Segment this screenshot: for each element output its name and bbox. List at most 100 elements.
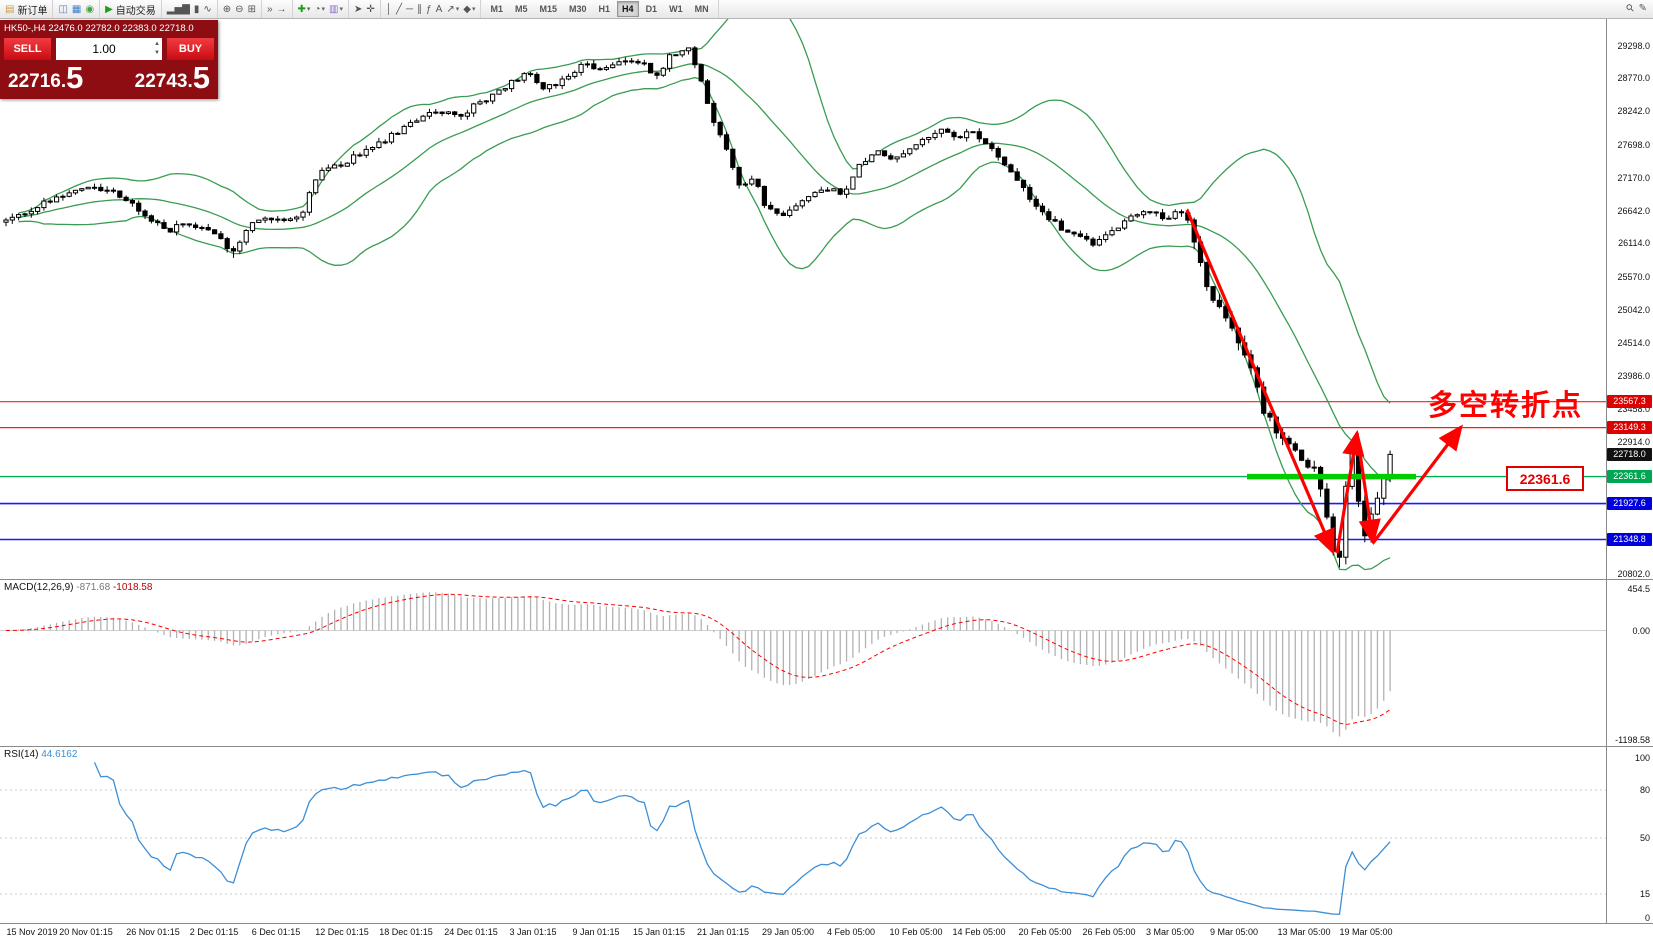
time-axis[interactable]: 15 Nov 2019 20 Nov 01:15 26 Nov 01:15 2 Dec… xyxy=(0,924,1606,942)
time-tick: 15 Nov 2019 xyxy=(6,927,58,937)
periodicity-button[interactable]: ◔ ▾ xyxy=(312,2,327,17)
macd-scale-tick: 0.00 xyxy=(1632,625,1650,636)
trend-arrow-3[interactable] xyxy=(1355,432,1381,546)
rsi-pane[interactable] xyxy=(0,747,1606,923)
zoom-out-icon: ⊖ xyxy=(235,3,244,15)
trend-arrow-2[interactable] xyxy=(1335,429,1365,554)
timeframe-d1-button[interactable]: D1 xyxy=(645,4,658,14)
trendline-button[interactable]: ╱ xyxy=(394,2,404,17)
timeframe-m1-button[interactable]: M1 xyxy=(490,4,503,14)
pane-divider-macd[interactable] xyxy=(0,579,1653,580)
time-tick: 18 Dec 01:15 xyxy=(379,927,433,937)
timeframe-h1-button[interactable]: H1 xyxy=(598,4,611,14)
volume-input[interactable] xyxy=(56,37,162,61)
quick-edit-button[interactable]: ✎ xyxy=(1637,1,1649,16)
timeframe-m5-button[interactable]: M5 xyxy=(514,4,528,14)
timeframe-group: M1 M5 M15 M30 H1 H4 D1 W1 MN xyxy=(481,0,719,18)
new-order-button[interactable]: ▤ 新订单 xyxy=(3,2,49,17)
equidistant-channel-button[interactable]: ∥ xyxy=(415,2,424,17)
auto-trading-button[interactable]: ▶ 自动交易 xyxy=(103,2,158,17)
one-click-trading-panel: HK50-,H4 22476.0 22782.0 22383.0 22718.0… xyxy=(0,20,218,100)
time-tick: 12 Dec 01:15 xyxy=(315,927,369,937)
timeframe-m30-button[interactable]: M30 xyxy=(569,4,587,14)
bar-chart-icon: ▂▅▇ xyxy=(166,3,190,15)
tile-windows-button[interactable]: ⊞ xyxy=(246,2,258,17)
spinner-down-icon[interactable]: ▼ xyxy=(154,50,160,56)
time-tick: 29 Jan 05:00 xyxy=(761,927,815,937)
time-tick: 26 Feb 05:00 xyxy=(1082,927,1136,937)
candlesticks xyxy=(3,46,1393,568)
auto-trading-icon: ▶ xyxy=(105,3,113,15)
price-axis[interactable]: 29298.0 28770.0 28242.0 27698.0 27170.0 26642… xyxy=(1607,18,1653,924)
timeframe-w1-button[interactable]: W1 xyxy=(669,4,683,14)
chart-annotation-text[interactable]: 多空转折点 xyxy=(1428,390,1584,422)
spinner-up-icon[interactable]: ▲ xyxy=(154,41,160,47)
rsi-name: RSI(14) xyxy=(4,749,39,760)
chevron-down-icon: ▾ xyxy=(306,6,311,13)
chevron-down-icon: ▾ xyxy=(339,6,343,13)
market-watch-button[interactable]: ▦ xyxy=(70,2,83,17)
toolbar-group: ▤ 新订单 xyxy=(0,0,54,18)
shapes-button[interactable]: ◆ ▾ xyxy=(461,2,477,17)
macd-scale-tick: -1198.58 xyxy=(1615,735,1650,745)
text-label-button[interactable]: A xyxy=(434,2,445,17)
sell-button[interactable]: SELL xyxy=(4,38,51,60)
macd-signal-line xyxy=(5,593,1391,726)
chart-window-button[interactable]: ◫ xyxy=(56,2,69,17)
time-tick: 6 Dec 01:15 xyxy=(251,927,301,937)
time-tick: 24 Dec 01:15 xyxy=(444,927,498,937)
new-order-icon: ▤ xyxy=(5,3,15,15)
auto-trading-label: 自动交易 xyxy=(115,5,156,17)
price-tick: 22914.0 xyxy=(1617,437,1650,448)
arrow-tool-button[interactable]: ↗ ▾ xyxy=(444,2,461,17)
zoom-out-button[interactable]: ⊖ xyxy=(233,2,245,17)
time-tick: 3 Jan 01:15 xyxy=(509,927,557,937)
macd-pane[interactable] xyxy=(0,580,1606,746)
navigator-button[interactable]: ◉ xyxy=(83,2,96,17)
market-watch-icon: ▦ xyxy=(71,3,82,15)
main-chart[interactable] xyxy=(0,18,1653,579)
time-tick: 4 Feb 05:00 xyxy=(826,927,876,937)
volume-field: ▲ ▼ xyxy=(56,37,162,61)
rsi-scale-tick: 80 xyxy=(1639,785,1650,795)
bollinger-middle-band xyxy=(18,62,1391,482)
templates-button[interactable]: ▥ ▾ xyxy=(327,2,345,17)
trend-arrow-1[interactable] xyxy=(1185,209,1335,555)
zoom-in-button[interactable]: ⊕ xyxy=(221,2,233,17)
crosshair-button[interactable]: ✛ xyxy=(364,2,376,17)
new-order-label: 新订单 xyxy=(17,5,48,17)
timeframe-m15-button[interactable]: M15 xyxy=(539,4,558,14)
bar-chart-button[interactable]: ▂▅▇ xyxy=(165,2,192,17)
candlestick-chart-button[interactable]: ▮ xyxy=(192,2,202,17)
price-badge-22361.6: 22361.6 xyxy=(1607,470,1652,484)
trend-arrow-4[interactable] xyxy=(1371,424,1463,544)
time-tick: 14 Feb 05:00 xyxy=(952,927,1006,937)
volume-spinner[interactable]: ▲ ▼ xyxy=(154,40,160,58)
axis-divider xyxy=(1606,18,1607,923)
chart-shift-button[interactable]: → xyxy=(275,2,289,17)
fibonacci-retracement-icon: ƒ xyxy=(426,3,432,15)
toolbar-group: ◫ ▦ ◉ xyxy=(53,0,101,18)
vertical-line-button[interactable]: │ xyxy=(384,2,394,17)
line-chart-button[interactable]: ∿ xyxy=(201,2,213,17)
buy-button[interactable]: BUY xyxy=(167,38,214,60)
cursor-button[interactable]: ➤ xyxy=(352,2,364,17)
toolbar-group: ⊕ ⊖ ⊞ xyxy=(218,0,262,18)
new-chart-button[interactable]: ✚ ▾ xyxy=(296,2,313,17)
navigator-icon: ◉ xyxy=(85,3,95,15)
trend-arrows[interactable] xyxy=(1185,209,1463,555)
search-button[interactable]: ⚲ xyxy=(1624,1,1637,16)
price-level-tag[interactable]: 22361.6 xyxy=(1506,466,1584,491)
horizontal-line-button[interactable]: ─ xyxy=(404,2,415,17)
toolbar: ▤ 新订单 ◫ ▦ ◉ ▶ 自动交易 ▂▅▇ ▮ ∿ ⊕ ⊖ ⊞» → ✚ ▾ ◔ ▾ ▥ ▾ ➤ ✛ │ ╱ ─ ∥ ƒ A ↗ ▾ ◆ ▾… xyxy=(0,0,1653,19)
trendline-icon: ╱ xyxy=(395,3,403,15)
fibonacci-retracement-button[interactable]: ƒ xyxy=(424,2,434,17)
bollinger-bands xyxy=(18,18,1391,571)
chart-title: HK50-,H4 22476.0 22782.0 22383.0 22718.0 xyxy=(4,23,194,34)
pane-divider-rsi[interactable] xyxy=(0,746,1653,747)
auto-scroll-button[interactable]: » xyxy=(265,2,275,17)
timeframe-h4-button[interactable]: H4 xyxy=(617,1,639,17)
macd-signal-value: -1018.58 xyxy=(112,582,153,593)
timeframe-mn-button[interactable]: MN xyxy=(694,4,709,14)
macd-name: MACD(12,26,9) xyxy=(4,582,74,593)
